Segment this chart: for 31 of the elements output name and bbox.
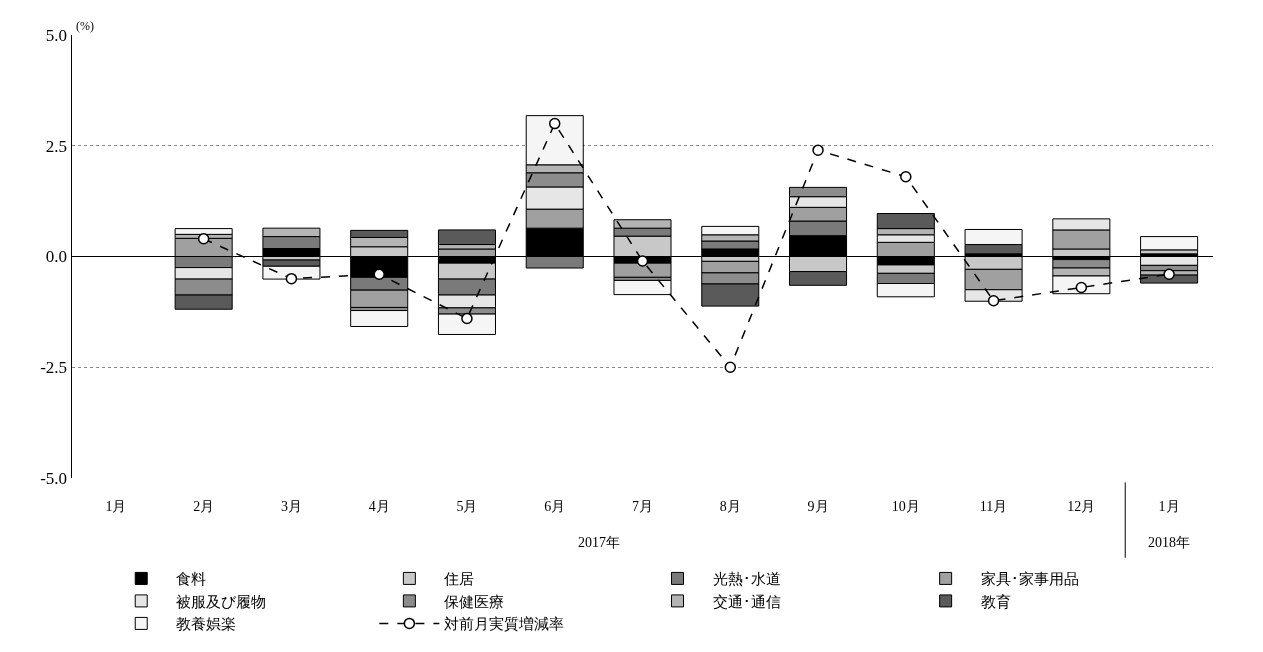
text: 2017年 (578, 535, 620, 550)
x-tick-label: 8月 (719, 499, 741, 514)
x-tick-label: 1月 (105, 499, 127, 514)
x-tick-label: 12月 (1067, 499, 1096, 514)
legend-label: 交通･通信 (712, 593, 781, 610)
x-tick-label: 2月 (193, 499, 215, 514)
legend-label: 被服及び履物 (176, 593, 267, 610)
legend-label: 教育 (980, 593, 1011, 610)
y-tick-label: -5.0 (40, 468, 68, 488)
y-tick-label: -2.5 (40, 358, 68, 378)
y-tick-label: 5.0 (45, 25, 68, 45)
x-tick-label: 9月 (807, 499, 829, 514)
legend-label: 教養娯楽 (176, 616, 237, 633)
legend-label: 対前月実質増減率 (444, 616, 565, 633)
y-tick-label: 0.0 (45, 247, 68, 267)
x-tick-label: 3月 (280, 499, 302, 514)
x-tick-label: 1月 (1158, 499, 1180, 514)
legend-label: 光熱･水道 (712, 571, 781, 588)
x-tick-label: 5月 (456, 499, 478, 514)
x-tick-label: 6月 (544, 499, 566, 514)
legend-label: 住居 (443, 571, 475, 588)
y-axis-title: (%) (76, 19, 94, 33)
x-tick-label: 10月 (891, 499, 920, 514)
legend-label: 食料 (176, 571, 207, 588)
legend-label: 保健医療 (444, 593, 505, 610)
x-tick-label: 4月 (368, 499, 390, 514)
x-tick-label: 11月 (979, 499, 1008, 514)
legend-label: 家具･家事用品 (980, 571, 1079, 588)
x-tick-label: 7月 (632, 499, 653, 514)
text: 2018年 (1148, 535, 1190, 550)
y-tick-label: 2.5 (45, 136, 68, 156)
